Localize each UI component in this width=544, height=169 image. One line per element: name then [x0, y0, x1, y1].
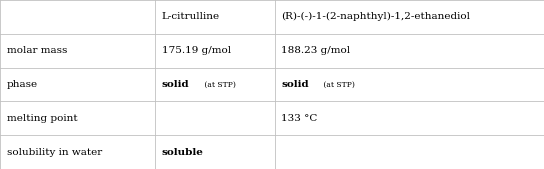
Text: (at STP): (at STP) [202, 80, 236, 89]
Text: 175.19 g/mol: 175.19 g/mol [162, 46, 231, 55]
Text: molar mass: molar mass [7, 46, 67, 55]
Text: 133 °C: 133 °C [281, 114, 318, 123]
Text: 188.23 g/mol: 188.23 g/mol [281, 46, 350, 55]
Text: melting point: melting point [7, 114, 77, 123]
Text: (at STP): (at STP) [322, 80, 355, 89]
Text: (R)-(-)-1-(2-naphthyl)-1,2-ethanediol: (R)-(-)-1-(2-naphthyl)-1,2-ethanediol [281, 12, 470, 21]
Text: solid: solid [281, 80, 309, 89]
Text: solid: solid [162, 80, 189, 89]
Text: solubility in water: solubility in water [7, 148, 102, 157]
Text: soluble: soluble [162, 148, 203, 157]
Text: L-citrulline: L-citrulline [162, 12, 220, 21]
Text: phase: phase [7, 80, 38, 89]
